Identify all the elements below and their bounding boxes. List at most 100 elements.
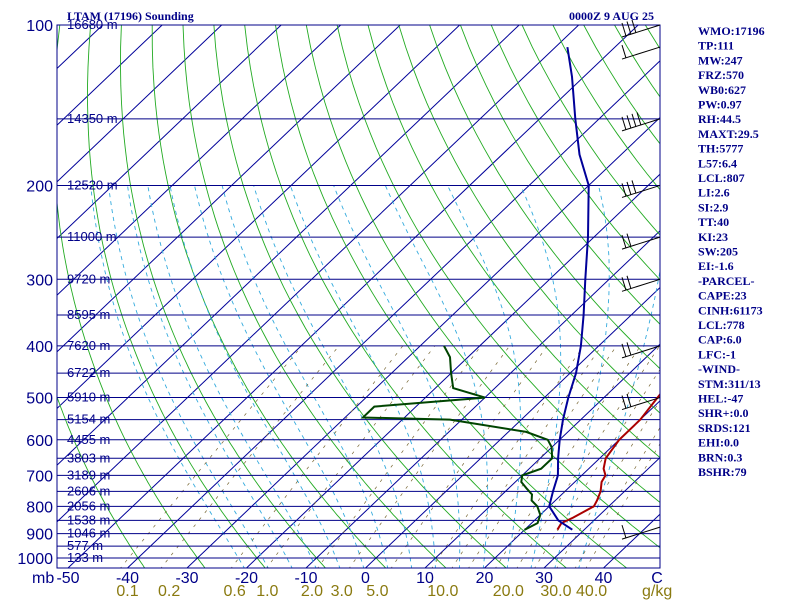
height-label: 577 m [67, 538, 103, 553]
moist-adiabat-line [384, 185, 489, 568]
side-panel-line: CINH:61173 [698, 303, 763, 317]
height-label: 2606 m [67, 483, 110, 498]
mixing-ratio-line [585, 443, 660, 568]
dry-adiabat-line [275, 25, 628, 568]
pressure-tick-label: 200 [26, 178, 53, 195]
dewpoint-profile-line [360, 345, 554, 531]
mixing-ratio-tick-label: 40.0 [576, 583, 607, 600]
temperature-tick-label: -30 [175, 570, 198, 587]
sounding-series [360, 46, 660, 531]
mixing-ratio-tick-label: 20.0 [493, 583, 524, 600]
side-panel-line: EI:-1.6 [698, 259, 734, 273]
height-label: 1046 m [67, 526, 110, 541]
dry-adiabat-line [336, 25, 660, 504]
wind-barb [621, 275, 661, 292]
moist-adiabat-line [447, 185, 522, 568]
background-lines [0, 25, 800, 569]
mixing-ratio-line [556, 400, 660, 568]
isotherm-line [364, 286, 660, 568]
height-label: 6722 m [67, 365, 110, 380]
side-panel-line: MW:247 [698, 53, 743, 67]
dry-adiabat-line [213, 25, 507, 568]
side-panel-line: FRZ:570 [698, 68, 744, 82]
temperature-tick-label: -40 [116, 570, 139, 587]
side-panel-line: TH:5777 [698, 142, 743, 156]
side-panel-line: -WIND- [698, 362, 740, 376]
side-panel-line: CAPE:23 [698, 289, 747, 303]
mixing-ratio-tick-label: 0.2 [158, 583, 180, 600]
isotherm-line [186, 116, 660, 568]
side-panel-line: MAXT:29.5 [698, 127, 759, 141]
height-labels: 16680 m 14350 m 12520 m 11000 m 9720 m 8595 m… [67, 17, 118, 565]
pressure-tick-label: 500 [26, 391, 53, 408]
mixing-ratio-tick-label: 2.0 [301, 583, 323, 600]
moist-adiabat-line [578, 268, 660, 568]
wind-barb [621, 19, 661, 38]
side-panel-line: SHR+:0.0 [698, 406, 749, 420]
isotherm-line [0, 25, 43, 569]
pressure-tick-labels: 100 200 300 400 500 600 700 800 900 1000 [17, 18, 53, 568]
isotherm-line [126, 60, 660, 568]
plot-frame [56, 24, 661, 569]
dry-adiabat-line [490, 25, 660, 281]
isotherm-line [57, 25, 222, 183]
height-label: 3189 m [67, 467, 110, 482]
temperature-tick-label: 40 [595, 570, 613, 587]
mixing-ratio-tick-label: 0.1 [116, 583, 138, 600]
dry-adiabat-line [182, 25, 447, 568]
side-panel-line: SI:2.9 [698, 200, 728, 214]
moist-adiabat-line [108, 185, 269, 568]
mixing-ratio-tick-label: 1.0 [256, 583, 278, 600]
dry-adiabat-line [87, 25, 266, 568]
height-label: 5154 m [67, 412, 110, 427]
temperature-tick-label: -10 [294, 570, 317, 587]
temperature-tick-label: -50 [56, 570, 79, 587]
height-label: 1538 m [67, 512, 110, 527]
temperature-tick-label: 30 [535, 570, 553, 587]
height-label: 9720 m [67, 271, 110, 286]
temperature-tick-labels: -50 -40 -30 -20 -10 0 10 20 30 40 C [56, 570, 662, 587]
moist-adiabat-line [554, 185, 610, 568]
side-panel-line: LCL:778 [698, 318, 745, 332]
wind-barb [621, 233, 661, 250]
side-panel-line: LFC:-1 [698, 347, 736, 361]
moist-adiabat-line [333, 185, 461, 568]
height-label: 14350 m [67, 111, 118, 126]
moist-adiabat-line [90, 185, 245, 568]
mixing-ratio-line [516, 345, 660, 568]
temperature-tick-label: -20 [235, 570, 258, 587]
mixing-ratio-tick-label: 10.0 [427, 583, 458, 600]
temperature-tick-label: 0 [361, 570, 370, 587]
plot-background [57, 25, 660, 568]
height-label: 3803 m [67, 450, 110, 465]
wind-barb [621, 342, 661, 359]
temperature-profile-line [556, 392, 660, 531]
side-panel-line: RH:44.5 [698, 112, 741, 126]
side-panel-line: SRDS:121 [698, 421, 751, 435]
side-panel-line: -PARCEL- [698, 274, 754, 288]
mixing-ratio-tick-label: 5.0 [366, 583, 388, 600]
mixing-ratio-unit: g/kg [642, 583, 672, 600]
x-unit-label: mb [32, 570, 54, 587]
wind-barb [621, 44, 661, 60]
moist-adiabat-line [253, 185, 413, 568]
height-label: 7620 m [67, 338, 110, 353]
isotherm-line [57, 25, 163, 126]
wind-barb [621, 112, 661, 132]
mixing-ratio-line [120, 345, 303, 568]
moist-adiabat-line [127, 185, 293, 568]
height-label: 11000 m [67, 229, 117, 244]
dry-adiabat-line [57, 25, 206, 568]
pressure-tick-label: 400 [26, 339, 53, 356]
isotherm-line [57, 25, 579, 523]
height-label: 16680 m [67, 17, 118, 32]
moist-adiabat-line [289, 185, 436, 568]
height-label: 4455 m [67, 432, 110, 447]
side-panel-line: LI:2.6 [698, 186, 730, 200]
parcel-profile-line [548, 46, 590, 531]
mixing-ratio-tick-label: 30.0 [540, 583, 571, 600]
side-panel-line: TT:40 [698, 215, 729, 229]
side-panel-line: HEL:-47 [698, 392, 743, 406]
side-panel-line: BRN:0.3 [698, 450, 742, 464]
dry-adiabat-line [738, 25, 800, 569]
